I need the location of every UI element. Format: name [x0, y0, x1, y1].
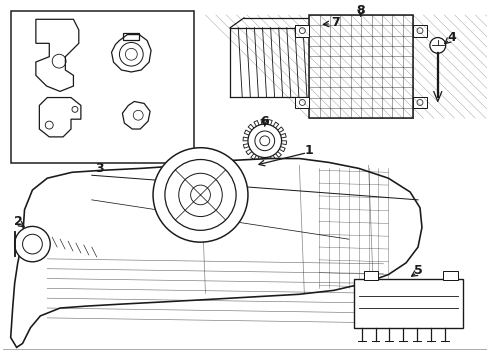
- Text: 5: 5: [414, 264, 422, 277]
- Text: 8: 8: [356, 4, 365, 18]
- Bar: [443, 271, 458, 280]
- Text: 4: 4: [447, 31, 456, 44]
- Bar: [413, 25, 427, 37]
- Text: 2: 2: [14, 215, 23, 228]
- Bar: [354, 279, 463, 328]
- Circle shape: [248, 124, 282, 158]
- Bar: [295, 96, 309, 108]
- Text: 1: 1: [305, 144, 314, 157]
- Bar: [11, 11, 194, 163]
- Circle shape: [153, 148, 248, 242]
- Text: 3: 3: [96, 162, 104, 175]
- Bar: [364, 271, 378, 280]
- Bar: [309, 15, 413, 118]
- Circle shape: [15, 226, 50, 262]
- Bar: [295, 25, 309, 37]
- Text: 7: 7: [332, 16, 341, 29]
- Polygon shape: [11, 158, 422, 347]
- Text: 6: 6: [261, 114, 269, 128]
- Circle shape: [430, 37, 446, 53]
- Bar: [413, 96, 427, 108]
